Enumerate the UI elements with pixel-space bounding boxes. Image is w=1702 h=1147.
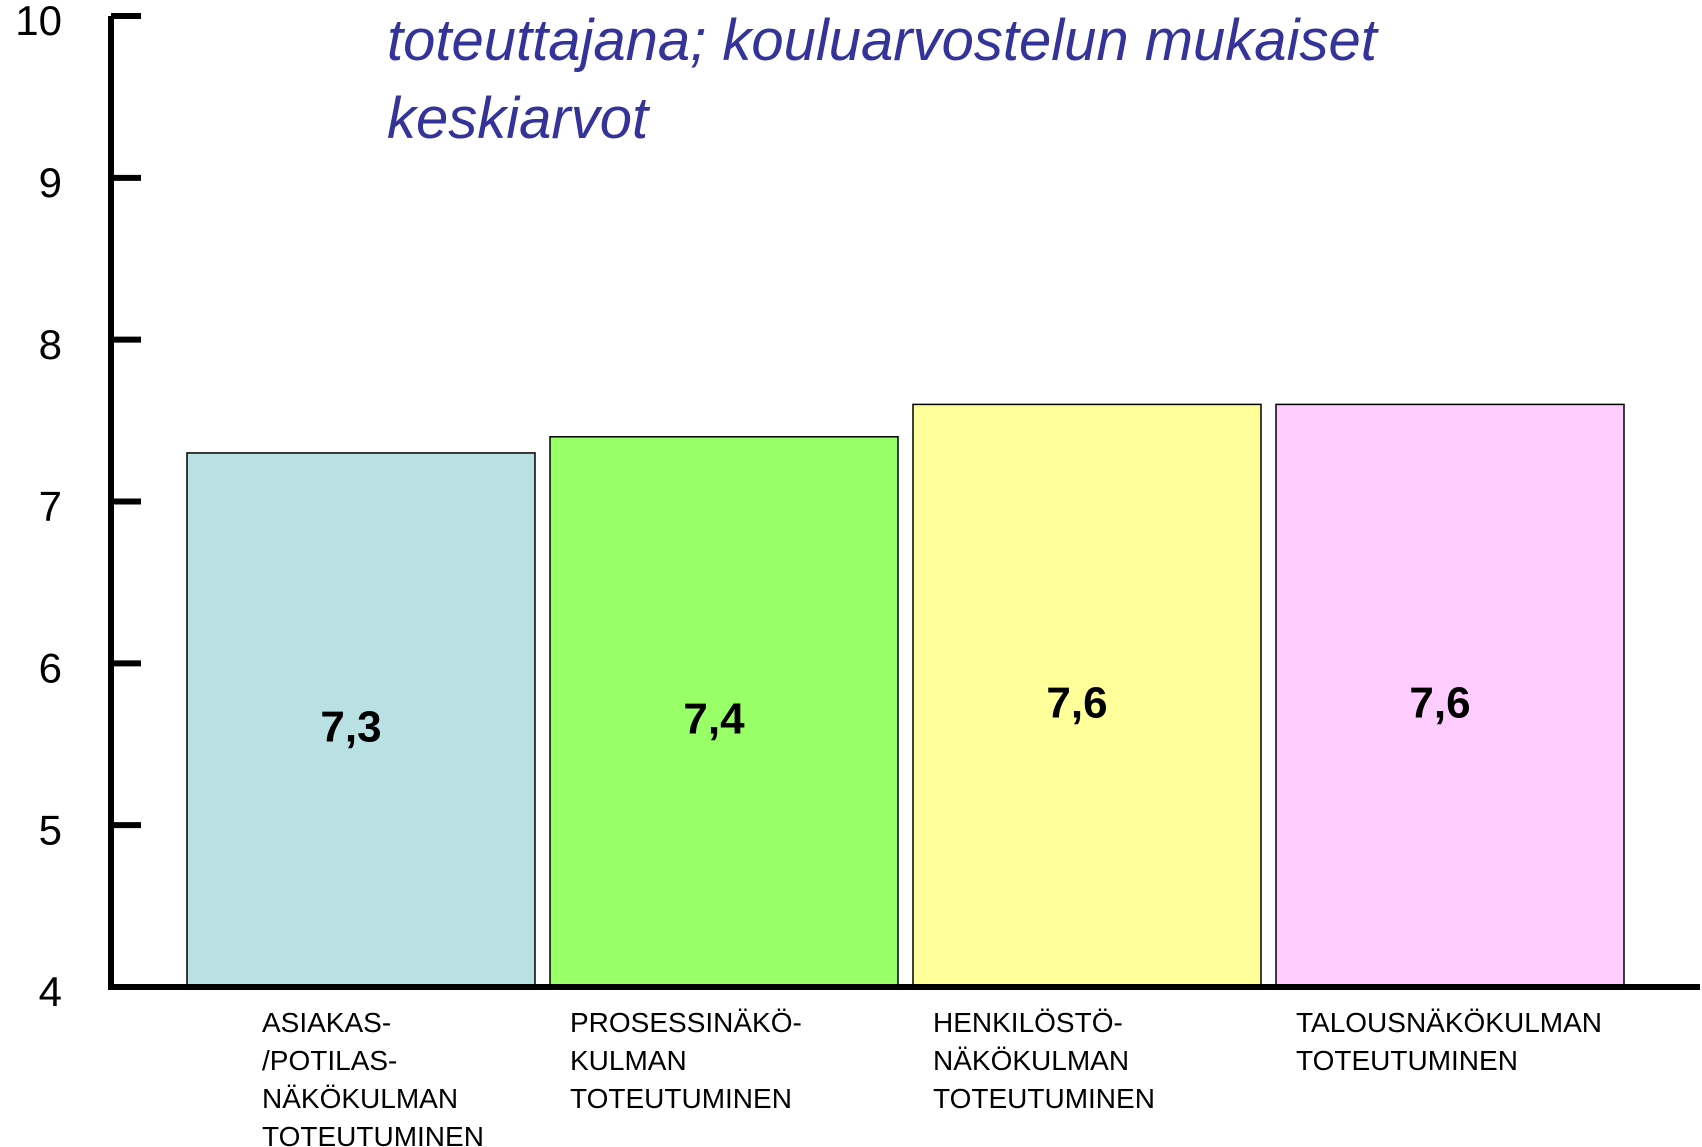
x-tick-label: PROSESSINÄKÖ-	[570, 1007, 802, 1038]
y-tick-label: 6	[39, 644, 62, 691]
value-label: 7,4	[683, 695, 745, 744]
y-tick-label: 9	[39, 159, 62, 206]
x-tick-label: TALOUSNÄKÖKULMAN	[1296, 1007, 1602, 1038]
value-label: 7,3	[320, 703, 381, 752]
x-tick-label: /POTILAS-	[262, 1045, 397, 1076]
title-line: keskiarvot	[387, 86, 651, 151]
x-tick-label: TOTEUTUMINEN	[262, 1121, 484, 1147]
y-tick-label: 8	[39, 321, 62, 368]
value-label: 7,6	[1046, 678, 1107, 727]
bar	[1275, 403, 1625, 988]
x-tick-label: ASIAKAS-	[262, 1007, 391, 1038]
x-tick-label: KULMAN	[570, 1045, 687, 1076]
y-tick-label: 7	[39, 483, 62, 530]
y-tick-label: 10	[15, 0, 62, 44]
y-tick-label: 4	[39, 968, 62, 1015]
bar	[912, 403, 1262, 988]
x-tick-label: NÄKÖKULMAN	[933, 1045, 1129, 1076]
title-line: toteuttajana; kouluarvostelun mukaiset	[387, 8, 1380, 73]
value-label: 7,6	[1409, 678, 1470, 727]
x-tick-label: TOTEUTUMINEN	[933, 1083, 1155, 1114]
x-tick-label: TOTEUTUMINEN	[570, 1083, 792, 1114]
x-tick-label: NÄKÖKULMAN	[262, 1083, 458, 1114]
y-tick-label: 5	[39, 806, 62, 853]
x-tick-label: HENKILÖSTÖ-	[933, 1007, 1123, 1038]
x-tick-label: TOTEUTUMINEN	[1296, 1045, 1518, 1076]
bar	[549, 436, 899, 988]
